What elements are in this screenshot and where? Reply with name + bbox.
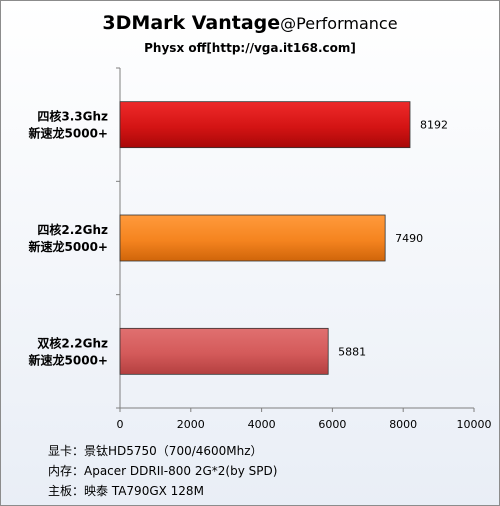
bar-value-label: 8192 [420, 119, 448, 132]
x-tick-label: 2000 [177, 418, 205, 431]
x-tick-label: 4000 [248, 418, 276, 431]
category-label: 四核2.2Ghz [37, 222, 108, 237]
chart-title-main: 3DMark Vantage [102, 12, 281, 34]
category-label: 新速龙5000+ [29, 126, 108, 141]
test-notes: 显卡：景钛HD5750（700/4600Mhz） 内存：Apacer DDRII… [48, 441, 277, 501]
chart-subtitle: Physx off[http://vga.it168.com] [144, 41, 356, 55]
note-motherboard: 主板：映泰 TA790GX 128M [48, 484, 204, 498]
bar [119, 214, 386, 262]
chart-title: 3DMark Vantage@Performance [0, 12, 500, 34]
category-label: 双核2.2Ghz [37, 335, 108, 350]
category-label: 新速龙5000+ [29, 352, 108, 367]
bar-value-label: 7490 [395, 232, 423, 245]
bar [119, 101, 411, 149]
x-tick-label: 6000 [318, 418, 346, 431]
x-tick-label: 10000 [457, 418, 492, 431]
x-tick-label: 8000 [389, 418, 417, 431]
chart-title-suffix: @Performance [280, 14, 398, 33]
note-memory: 内存：Apacer DDRII-800 2G*2(by SPD) [48, 464, 278, 478]
category-label: 新速龙5000+ [29, 239, 108, 254]
category-label: 四核3.3Ghz [37, 109, 108, 124]
x-tick-label: 0 [117, 418, 124, 431]
bar-value-label: 5881 [338, 345, 366, 358]
bar [119, 327, 329, 375]
note-gpu: 显卡：景钛HD5750（700/4600Mhz） [48, 444, 263, 458]
